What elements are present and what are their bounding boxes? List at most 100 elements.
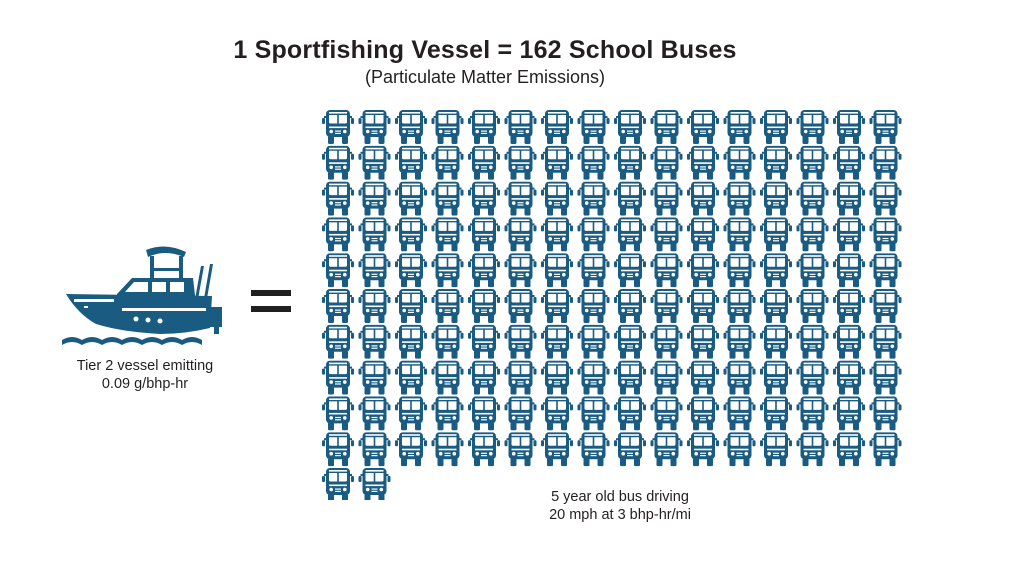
school-bus-icon xyxy=(833,324,865,359)
school-bus-icon xyxy=(504,289,537,323)
school-bus-icon xyxy=(687,181,719,216)
school-bus-icon xyxy=(358,360,391,395)
school-bus-icon xyxy=(468,432,500,467)
school-bus-icon xyxy=(760,360,792,395)
school-bus-icon xyxy=(395,145,427,180)
school-bus-icon xyxy=(431,217,464,252)
school-bus-icon xyxy=(614,289,646,323)
school-bus-icon xyxy=(723,396,756,431)
school-bus-icon xyxy=(796,145,829,180)
school-bus-icon xyxy=(322,432,354,467)
school-bus-icon xyxy=(760,289,792,323)
school-bus-icon xyxy=(395,289,427,323)
school-bus-icon xyxy=(760,217,792,252)
school-bus-icon xyxy=(833,360,865,395)
school-bus-icon xyxy=(687,217,719,252)
school-bus-icon xyxy=(431,396,464,431)
school-bus-icon xyxy=(869,253,902,288)
school-bus-icon xyxy=(322,468,354,500)
school-bus-icon xyxy=(650,289,683,323)
school-bus-icon xyxy=(395,181,427,216)
school-bus-icon xyxy=(468,181,500,216)
school-bus-icon xyxy=(431,110,464,144)
school-bus-icon xyxy=(833,217,865,252)
school-bus-icon xyxy=(468,324,500,359)
school-bus-icon xyxy=(650,432,683,467)
school-bus-icon xyxy=(468,145,500,180)
bus-caption: 5 year old bus driving 20 mph at 3 bhp-h… xyxy=(500,488,740,524)
school-bus-icon xyxy=(322,324,354,359)
school-bus-icon xyxy=(687,289,719,323)
school-bus-icon xyxy=(760,145,792,180)
school-bus-icon xyxy=(723,432,756,467)
school-bus-icon xyxy=(833,289,865,323)
vessel-caption-line-2: 0.09 g/bhp-hr xyxy=(101,376,189,392)
school-bus-icon xyxy=(468,110,500,144)
school-bus-icon xyxy=(796,217,829,252)
school-bus-icon xyxy=(504,396,537,431)
school-bus-icon xyxy=(796,360,829,395)
school-bus-icon xyxy=(869,432,902,467)
school-bus-icon xyxy=(322,181,354,216)
school-bus-icon xyxy=(614,181,646,216)
school-bus-icon xyxy=(577,145,610,180)
school-bus-icon xyxy=(541,217,573,252)
school-bus-icon xyxy=(760,432,792,467)
school-bus-icon xyxy=(833,396,865,431)
school-bus-icon xyxy=(869,110,902,144)
school-bus-icon xyxy=(833,253,865,288)
school-bus-icon xyxy=(760,110,792,144)
school-bus-icon xyxy=(723,324,756,359)
school-bus-icon xyxy=(322,145,354,180)
school-bus-icon xyxy=(869,324,902,359)
school-bus-icon xyxy=(796,396,829,431)
school-bus-icon xyxy=(614,360,646,395)
school-bus-icon xyxy=(687,145,719,180)
school-bus-icon xyxy=(395,253,427,288)
school-bus-icon xyxy=(796,324,829,359)
school-bus-icon xyxy=(796,110,829,144)
school-bus-icon xyxy=(577,181,610,216)
school-bus-icon xyxy=(723,360,756,395)
school-bus-icon xyxy=(504,217,537,252)
school-bus-icon xyxy=(395,110,427,144)
school-bus-icon xyxy=(395,432,427,467)
school-bus-icon xyxy=(577,289,610,323)
school-bus-icon xyxy=(687,396,719,431)
school-bus-icon xyxy=(650,181,683,216)
school-bus-grid xyxy=(322,110,902,500)
school-bus-icon xyxy=(650,110,683,144)
school-bus-icon xyxy=(358,181,391,216)
school-bus-icon xyxy=(650,324,683,359)
school-bus-icon xyxy=(541,145,573,180)
school-bus-icon xyxy=(395,396,427,431)
school-bus-icon xyxy=(614,324,646,359)
school-bus-icon xyxy=(358,432,391,467)
school-bus-icon xyxy=(869,181,902,216)
vessel-caption-line-1: Tier 2 vessel emitting xyxy=(76,358,214,374)
school-bus-icon xyxy=(687,324,719,359)
school-bus-icon xyxy=(577,110,610,144)
school-bus-icon xyxy=(723,289,756,323)
school-bus-icon xyxy=(468,360,500,395)
school-bus-icon xyxy=(614,110,646,144)
school-bus-icon xyxy=(577,217,610,252)
school-bus-icon xyxy=(468,396,500,431)
school-bus-icon xyxy=(468,253,500,288)
school-bus-icon xyxy=(358,110,391,144)
school-bus-icon xyxy=(358,253,391,288)
school-bus-icon xyxy=(650,360,683,395)
school-bus-icon xyxy=(796,253,829,288)
school-bus-icon xyxy=(322,396,354,431)
school-bus-icon xyxy=(358,396,391,431)
school-bus-icon xyxy=(358,289,391,323)
school-bus-icon xyxy=(541,253,573,288)
school-bus-icon xyxy=(723,181,756,216)
school-bus-icon xyxy=(760,253,792,288)
school-bus-icon xyxy=(650,253,683,288)
bus-caption-line-1: 5 year old bus driving xyxy=(551,489,689,505)
school-bus-icon xyxy=(614,396,646,431)
school-bus-icon xyxy=(869,145,902,180)
school-bus-icon xyxy=(395,217,427,252)
school-bus-icon xyxy=(577,396,610,431)
